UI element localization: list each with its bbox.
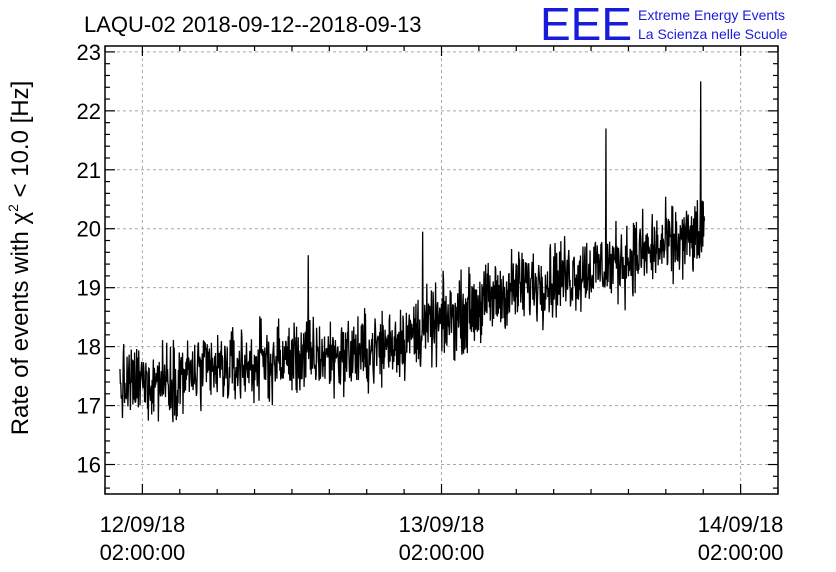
x-tick-time: 02:00:00 (698, 540, 784, 565)
x-tick-labels: 12/09/18 02:00:00 13/09/18 02:00:00 14/09/18… (100, 512, 784, 565)
y-tick-label: 19 (77, 276, 101, 301)
x-tick-time: 02:00:00 (100, 540, 186, 565)
y-tick-label: 23 (77, 40, 101, 65)
y-axis-label: Rate of events with χ2 < 10.0 [Hz] (5, 81, 34, 436)
y-tick-label: 18 (77, 335, 101, 360)
axes (104, 45, 779, 495)
logo-line1: Extreme Energy Events (638, 7, 785, 23)
eee-logo: EEE Extreme Energy Events La Scienza nel… (540, 0, 788, 50)
x-tick-date: 14/09/18 (698, 512, 784, 537)
y-tick-label: 17 (77, 394, 101, 419)
series-layer (119, 81, 706, 423)
logo-mark: EEE (540, 0, 632, 50)
x-tick-time: 02:00:00 (399, 540, 485, 565)
x-tick-date: 12/09/18 (100, 512, 186, 537)
y-tick-label: 20 (77, 217, 101, 242)
y-tick-labels: 16 17 18 19 20 21 22 23 (77, 40, 101, 478)
series-line (119, 81, 706, 423)
y-tick-label: 21 (77, 158, 101, 183)
chart-title: LAQU-02 2018-09-12--2018-09-13 (84, 12, 422, 37)
y-tick-label: 16 (77, 453, 101, 478)
x-tick-date: 13/09/18 (399, 512, 485, 537)
grid (105, 46, 778, 494)
y-tick-label: 22 (77, 99, 101, 124)
logo-line2: La Scienza nelle Scuole (638, 26, 788, 42)
